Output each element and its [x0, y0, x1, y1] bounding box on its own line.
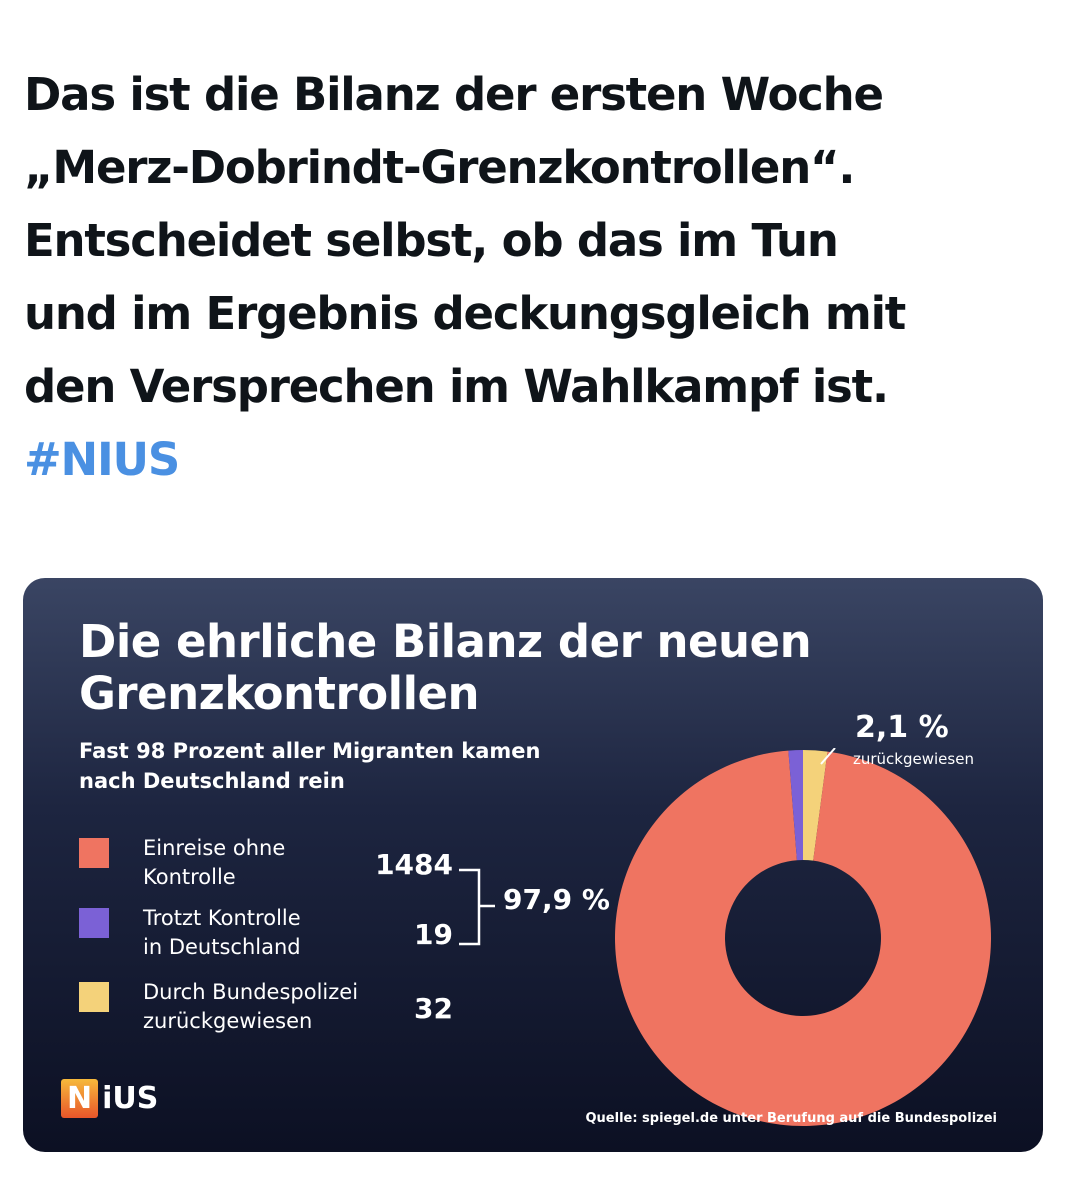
nius-logo: N iUS: [61, 1074, 158, 1122]
source-note: Quelle: spiegel.de unter Berufung auf di…: [585, 1111, 997, 1126]
legend-swatch-zurueck: [79, 982, 109, 1012]
post-line-5: den Versprechen im Wahlkampf ist.: [24, 360, 889, 413]
chart-title: Die ehrliche Bilanz der neuen Grenzkontr…: [79, 616, 979, 720]
hashtag-link[interactable]: #NIUS: [24, 433, 180, 486]
value-kontrolle: 19: [414, 918, 453, 951]
callout-label: zurückgewiesen: [853, 750, 974, 768]
legend-label-kontrolle-line-1: Trotzt Kontrolle: [143, 906, 301, 930]
value-einreise: 1484: [375, 848, 453, 881]
slice-kontrolle: [788, 750, 803, 861]
slice-einreise: [615, 750, 991, 1126]
chart-subtitle-line-1: Fast 98 Prozent aller Migranten kamen: [79, 739, 541, 763]
chart-image-card[interactable]: Die ehrliche Bilanz der neuen Grenzkontr…: [23, 578, 1043, 1152]
chart-title-line-1: Die ehrliche Bilanz der neuen: [79, 615, 812, 668]
group-bracket: [459, 868, 495, 946]
legend-label-einreise: Einreise ohne Kontrolle: [143, 834, 403, 892]
chart-title-line-2: Grenzkontrollen: [79, 667, 480, 720]
legend-label-kontrolle: Trotzt Kontrolle in Deutschland: [143, 904, 403, 962]
legend-label-kontrolle-line-2: in Deutschland: [143, 935, 301, 959]
value-zurueck: 32: [414, 992, 453, 1025]
legend-swatch-einreise: [79, 838, 109, 868]
logo-n: N: [61, 1078, 99, 1118]
post-line-2: „Merz-Dobrindt-Grenzkontrollen“.: [24, 141, 856, 194]
legend-label-einreise-line-2: Kontrolle: [143, 865, 236, 889]
logo-rest: iUS: [102, 1080, 159, 1116]
legend-label-zurueck-line-1: Durch Bundespolizei: [143, 980, 359, 1004]
legend-label-einreise-line-1: Einreise ohne: [143, 836, 286, 860]
chart-subtitle: Fast 98 Prozent aller Migranten kamen na…: [79, 736, 639, 796]
legend-label-zurueck-line-2: zurückgewiesen: [143, 1009, 313, 1033]
post-line-4: und im Ergebnis deckungsgleich mit: [24, 287, 906, 340]
callout-percent: 2,1 %: [855, 710, 949, 745]
chart-subtitle-line-2: nach Deutschland rein: [79, 769, 345, 793]
callout-line: [820, 748, 836, 765]
post-text: Das ist die Bilanz der ersten Woche „Mer…: [24, 58, 1044, 496]
donut-chart: [615, 748, 991, 1126]
post-line-3: Entscheidet selbst, ob das im Tun: [24, 214, 839, 267]
slice-zurueck: [803, 750, 828, 861]
group-percent-label: 97,9 %: [503, 883, 610, 916]
legend-label-zurueck: Durch Bundespolizei zurückgewiesen: [143, 978, 403, 1036]
legend-swatch-kontrolle: [79, 908, 109, 938]
post-line-1: Das ist die Bilanz der ersten Woche: [24, 68, 884, 121]
